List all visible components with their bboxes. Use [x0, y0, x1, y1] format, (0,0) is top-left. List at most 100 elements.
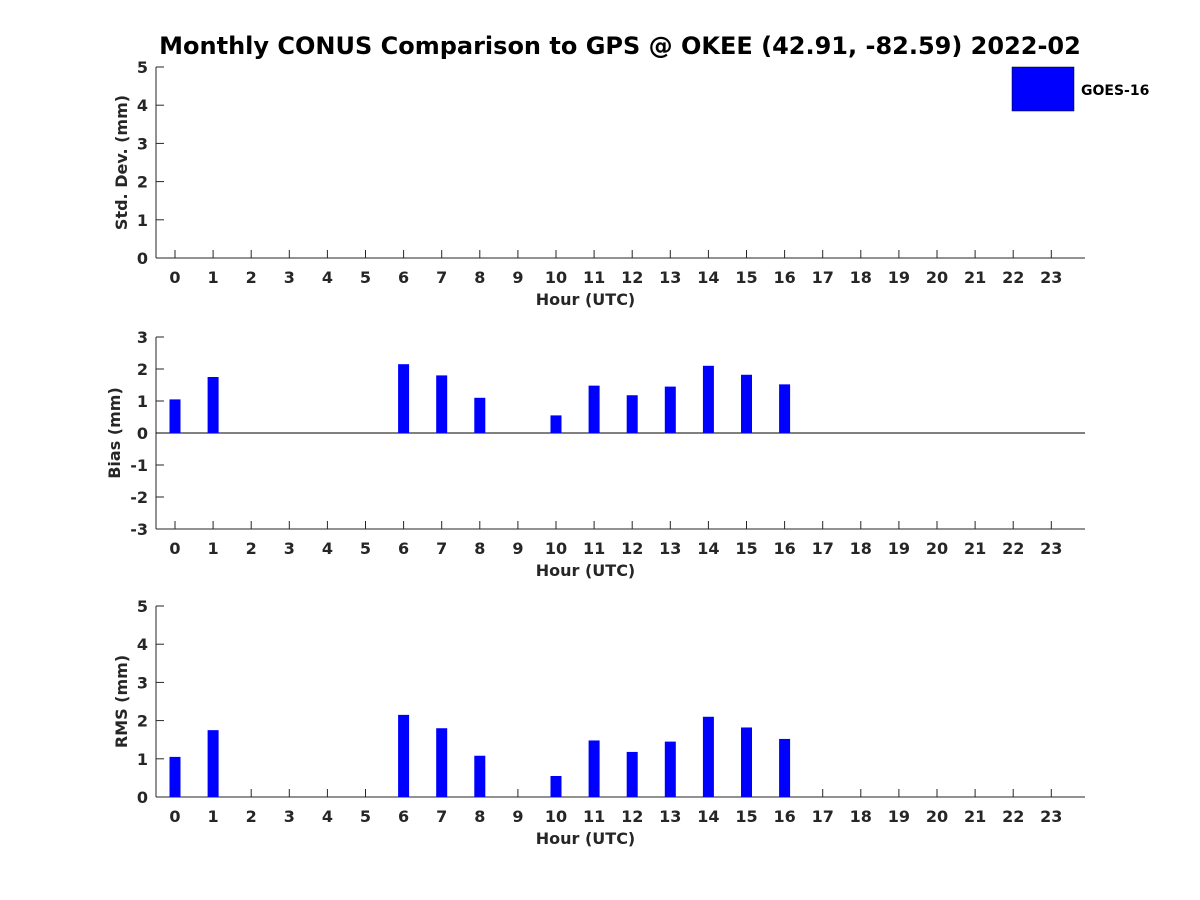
legend: GOES-16: [1011, 66, 1149, 112]
x-tick-label: 16: [773, 268, 795, 287]
x-tick-label: 7: [436, 268, 447, 287]
y-tick-label: -1: [130, 456, 148, 475]
y-tick-label: 5: [137, 597, 148, 616]
y-tick-label: 2: [137, 360, 148, 379]
x-tick-label: 20: [926, 807, 948, 826]
x-tick-label: 22: [1002, 268, 1024, 287]
y-tick-label: 1: [137, 211, 148, 230]
x-tick-label: 23: [1040, 268, 1062, 287]
x-tick-label: 9: [512, 807, 523, 826]
y-tick-label: 0: [137, 424, 148, 443]
x-tick-label: 2: [246, 807, 257, 826]
x-tick-label: 19: [888, 539, 910, 558]
x-tick-label: 6: [398, 539, 409, 558]
x-tick-label: 12: [621, 807, 643, 826]
x-tick-label: 15: [735, 268, 757, 287]
x-tick-label: 23: [1040, 807, 1062, 826]
x-tick-label: 13: [659, 539, 681, 558]
y-axis-label: Bias (mm): [105, 387, 124, 479]
bar-hour-14: [702, 365, 714, 433]
x-tick-label: 9: [512, 268, 523, 287]
x-tick-label: 15: [735, 539, 757, 558]
bar-hour-8: [474, 755, 486, 797]
x-tick-label: 14: [697, 539, 719, 558]
x-tick-label: 20: [926, 268, 948, 287]
bar-hour-11: [588, 740, 600, 797]
bar-hour-0: [169, 756, 181, 797]
x-tick-label: 19: [888, 807, 910, 826]
chart-title: Monthly CONUS Comparison to GPS @ OKEE (…: [159, 32, 1081, 60]
x-tick-label: 17: [812, 807, 834, 826]
x-tick-label: 13: [659, 268, 681, 287]
x-tick-label: 22: [1002, 807, 1024, 826]
x-tick-label: 11: [583, 268, 605, 287]
x-tick-label: 11: [583, 539, 605, 558]
x-tick-label: 21: [964, 268, 986, 287]
bar-hour-13: [664, 741, 676, 797]
x-tick-label: 16: [773, 807, 795, 826]
bar-hour-13: [664, 386, 676, 433]
bar-hour-6: [398, 714, 410, 797]
bar-hour-7: [436, 728, 448, 797]
x-tick-label: 2: [246, 268, 257, 287]
x-tick-label: 3: [284, 539, 295, 558]
bar-hour-11: [588, 385, 600, 433]
bar-hour-1: [207, 377, 219, 433]
x-tick-label: 4: [322, 268, 333, 287]
x-tick-label: 7: [436, 807, 447, 826]
x-tick-label: 4: [322, 539, 333, 558]
x-tick-label: 23: [1040, 539, 1062, 558]
y-tick-label: 0: [137, 249, 148, 268]
x-axis-label: Hour (UTC): [536, 829, 636, 848]
bar-hour-12: [626, 395, 638, 433]
y-tick-label: 1: [137, 750, 148, 769]
x-tick-label: 14: [697, 807, 719, 826]
bar-hour-15: [741, 374, 752, 433]
x-tick-label: 5: [360, 539, 371, 558]
x-tick-label: 8: [474, 807, 485, 826]
y-tick-label: 2: [137, 712, 148, 731]
bar-hour-0: [169, 399, 181, 433]
x-axis-label: Hour (UTC): [536, 561, 636, 580]
x-tick-label: 8: [474, 539, 485, 558]
x-tick-label: 6: [398, 268, 409, 287]
x-tick-label: 4: [322, 807, 333, 826]
x-tick-label: 0: [169, 807, 180, 826]
y-tick-label: 2: [137, 173, 148, 192]
x-tick-label: 6: [398, 807, 409, 826]
x-tick-label: 0: [169, 539, 180, 558]
x-tick-label: 1: [208, 268, 219, 287]
x-tick-label: 21: [964, 539, 986, 558]
y-tick-label: 5: [137, 58, 148, 77]
x-tick-label: 1: [208, 539, 219, 558]
bar-hour-16: [779, 738, 791, 797]
bar-hour-10: [550, 415, 562, 433]
y-axis-label: RMS (mm): [112, 655, 131, 748]
y-axis-label: Std. Dev. (mm): [112, 95, 131, 230]
legend-label: GOES-16: [1081, 83, 1149, 99]
x-tick-label: 12: [621, 539, 643, 558]
x-tick-label: 3: [284, 807, 295, 826]
x-tick-label: 5: [360, 268, 371, 287]
x-tick-label: 16: [773, 539, 795, 558]
x-tick-label: 3: [284, 268, 295, 287]
x-tick-label: 5: [360, 807, 371, 826]
bar-hour-12: [626, 751, 638, 797]
bar-hour-1: [207, 730, 219, 797]
x-tick-label: 11: [583, 807, 605, 826]
y-tick-label: 4: [137, 635, 148, 654]
x-tick-label: 20: [926, 539, 948, 558]
x-tick-label: 1: [208, 807, 219, 826]
x-tick-label: 14: [697, 268, 719, 287]
y-tick-label: 3: [137, 134, 148, 153]
y-tick-label: 1: [137, 392, 148, 411]
bar-hour-16: [779, 384, 791, 433]
x-tick-label: 9: [512, 539, 523, 558]
bar-hour-10: [550, 775, 562, 797]
y-tick-label: 0: [137, 788, 148, 807]
x-tick-label: 10: [545, 539, 567, 558]
x-tick-label: 2: [246, 539, 257, 558]
x-tick-label: 0: [169, 268, 180, 287]
